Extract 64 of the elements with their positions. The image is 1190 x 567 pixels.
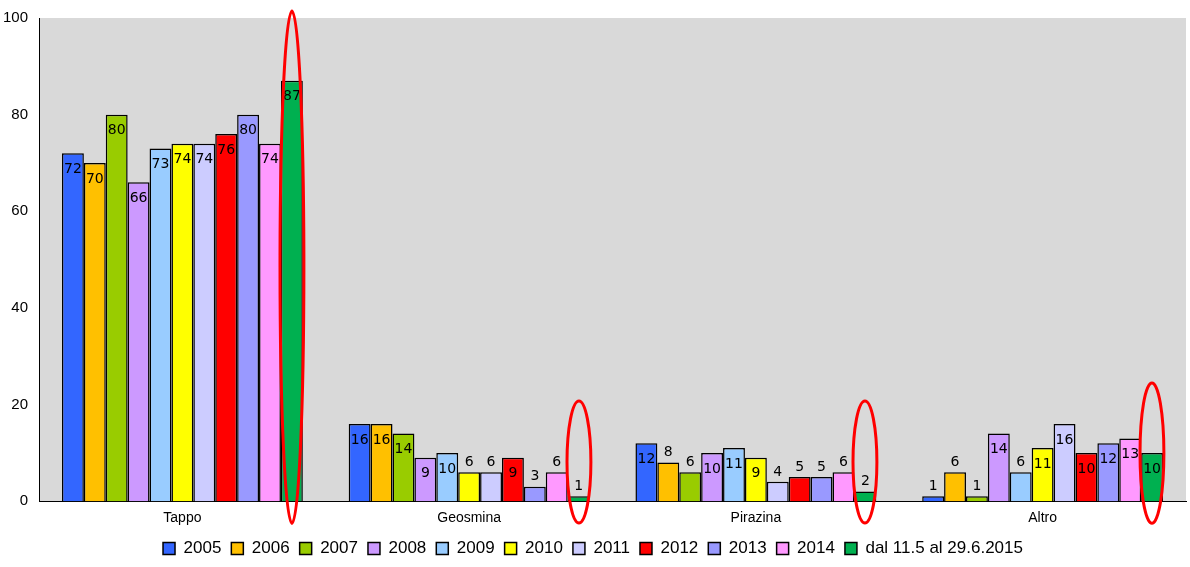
data-label: 4: [773, 462, 783, 479]
data-label: 10: [438, 459, 457, 476]
data-label: 16: [1055, 430, 1074, 447]
data-label: 6: [950, 452, 960, 469]
data-label: 1: [972, 477, 982, 494]
legend-label: 2013: [728, 538, 767, 558]
data-label: 9: [508, 464, 518, 481]
data-label: 70: [85, 169, 104, 186]
data-label: 8: [663, 443, 673, 460]
data-label: 74: [261, 150, 279, 167]
data-label: 10: [1077, 459, 1096, 476]
data-label: 11: [725, 454, 743, 471]
y-tick-label: 40: [11, 298, 29, 316]
data-label: 6: [685, 452, 695, 469]
data-label: 74: [173, 150, 192, 167]
data-label: 9: [751, 464, 761, 481]
data-label: 6: [839, 452, 849, 469]
data-label: 2: [860, 472, 870, 489]
data-label: 10: [703, 459, 722, 476]
y-tick-label: 20: [11, 394, 29, 412]
data-label: 5: [795, 457, 805, 474]
x-tick-label: Geosmina: [437, 509, 502, 526]
data-label: 1: [928, 477, 938, 494]
data-label: 11: [1033, 454, 1052, 471]
x-tick-label: Tappo: [163, 509, 202, 526]
y-tick-label: 60: [11, 201, 29, 219]
data-label: 9: [420, 464, 430, 481]
x-tick-label: Pirazina: [730, 509, 782, 526]
legend-label: 2014: [797, 538, 835, 558]
data-label: 66: [129, 188, 148, 205]
data-label: 73: [151, 155, 170, 172]
data-label: 14: [394, 440, 413, 457]
data-label: 5: [817, 457, 827, 474]
data-label: 12: [637, 449, 656, 466]
data-label: 12: [1099, 449, 1118, 466]
data-label: 74: [195, 150, 214, 167]
data-label: 76: [217, 140, 236, 157]
data-label: 6: [1016, 452, 1026, 469]
data-label: 16: [372, 430, 391, 447]
legend-label: dal 11.5 al 29.6.2015: [865, 538, 1023, 558]
legend-label: 2011: [593, 538, 630, 558]
x-tick-label: Altro: [1028, 509, 1058, 526]
data-label: 80: [107, 121, 126, 138]
legend-label: 2010: [525, 538, 563, 558]
data-label: 10: [1143, 459, 1162, 476]
legend-label: 2005: [183, 538, 222, 558]
legend-label: 2006: [251, 538, 290, 558]
data-label: 80: [239, 121, 257, 138]
data-label: 6: [486, 452, 496, 469]
data-label: 3: [530, 467, 540, 484]
data-label: 16: [350, 430, 369, 447]
y-tick-label: 100: [3, 8, 29, 26]
y-tick-label: 80: [11, 104, 29, 122]
data-label: 14: [989, 440, 1008, 457]
legend-label: 2012: [660, 538, 699, 558]
legend-label: 2007: [320, 538, 358, 558]
data-label: 13: [1121, 445, 1140, 462]
data-label: 1: [574, 477, 584, 494]
legend-label: 2009: [456, 538, 495, 558]
data-label: 6: [464, 452, 474, 469]
legend-label: 2008: [388, 538, 427, 558]
data-label: 72: [64, 159, 82, 176]
y-tick-label: 0: [19, 491, 29, 509]
data-label: 6: [552, 452, 562, 469]
